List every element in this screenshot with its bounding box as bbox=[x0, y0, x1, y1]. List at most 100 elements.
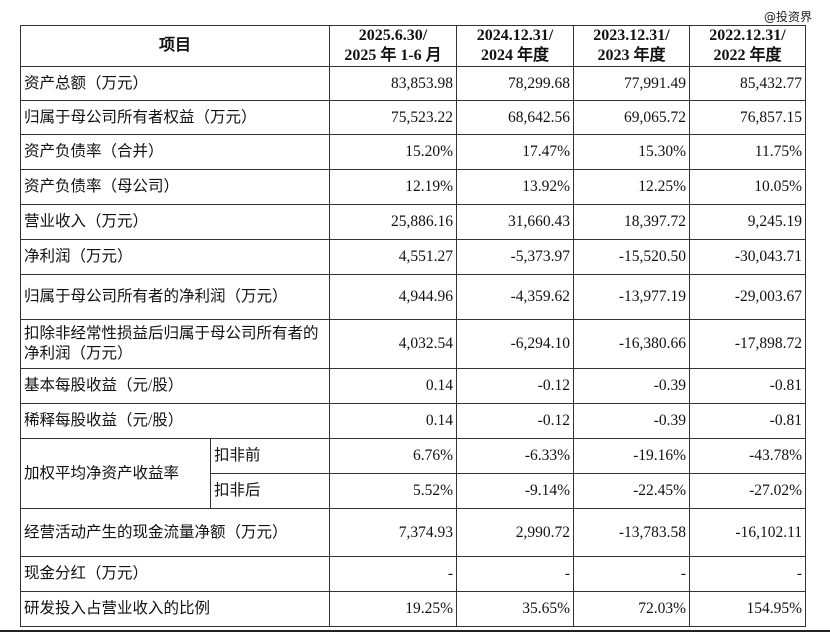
roe-sub-label: 扣非前 bbox=[209, 438, 331, 474]
table-row: 加权平均净资产收益率 扣非前 6.76% -6.33% -19.16% -43.78% bbox=[20, 438, 807, 509]
header-2022: 2022.12.31/2022 年度 bbox=[689, 25, 807, 67]
row-value: 9,245.19 bbox=[689, 204, 807, 240]
row-value: 68,642.56 bbox=[456, 100, 575, 135]
row-value: 77,991.49 bbox=[573, 66, 691, 101]
row-value: 0.14 bbox=[329, 368, 458, 404]
row-value: -29,003.67 bbox=[689, 274, 807, 320]
roe-label: 加权平均净资产收益率 bbox=[20, 438, 211, 509]
row-value: 4,551.27 bbox=[329, 239, 458, 275]
row-value: - bbox=[329, 556, 458, 592]
row-value: -0.39 bbox=[573, 368, 691, 404]
row-value: -6.33% bbox=[456, 438, 575, 474]
row-value: -9.14% bbox=[456, 473, 575, 509]
row-label: 资产负债率（合并） bbox=[19, 134, 331, 170]
row-value: 76,857.15 bbox=[689, 100, 807, 135]
row-value: 25,886.16 bbox=[329, 204, 458, 240]
row-value: -13,783.58 bbox=[573, 508, 691, 557]
row-value: 6.76% bbox=[329, 438, 458, 474]
row-value: -19.16% bbox=[573, 438, 691, 474]
row-value: 75,523.22 bbox=[329, 100, 458, 135]
row-value: 15.20% bbox=[329, 134, 458, 170]
table-row: 扣除非经常性损益后归属于母公司所有者的净利润（万元） 4,032.54 -6,294… bbox=[19, 319, 807, 369]
table-row: 经营活动产生的现金流量净额（万元） 7,374.93 2,990.72 -13,783… bbox=[19, 508, 807, 557]
row-value: - bbox=[689, 556, 807, 592]
row-value: 13.92% bbox=[456, 169, 575, 205]
table-row: 资产总额（万元） 83,853.98 78,299.68 77,991.49 85,43… bbox=[19, 66, 807, 101]
row-label: 资产负债率（母公司） bbox=[19, 169, 331, 205]
table-row: 扣非后 5.52% -9.14% -22.45% -27.02% bbox=[21, 473, 807, 509]
row-label: 现金分红（万元） bbox=[19, 556, 331, 592]
row-value: -0.81 bbox=[689, 403, 807, 439]
row-value: -16,102.11 bbox=[689, 508, 807, 557]
row-label: 研发投入占营业收入的比例 bbox=[19, 591, 331, 627]
row-value: 5.52% bbox=[329, 473, 458, 509]
row-value: -30,043.71 bbox=[689, 239, 807, 275]
row-value: -0.12 bbox=[456, 368, 575, 404]
row-label: 经营活动产生的现金流量净额（万元） bbox=[19, 508, 331, 557]
row-value: -0.39 bbox=[573, 403, 691, 439]
row-value: -17,898.72 bbox=[689, 319, 807, 369]
row-value: 154.95% bbox=[689, 591, 807, 627]
table-row: 归属于母公司所有者的净利润（万元） 4,944.96 -4,359.62 -13,97… bbox=[19, 274, 807, 320]
header-item: 项目 bbox=[19, 25, 331, 67]
row-label: 净利润（万元） bbox=[19, 239, 331, 275]
table-row: 资产负债率（母公司） 12.19% 13.92% 12.25% 10.05% bbox=[19, 169, 807, 205]
row-value: -0.81 bbox=[689, 368, 807, 404]
row-value: 35.65% bbox=[456, 591, 575, 627]
row-value: 7,374.93 bbox=[329, 508, 458, 557]
row-value: 4,944.96 bbox=[329, 274, 458, 320]
row-value: 31,660.43 bbox=[456, 204, 575, 240]
row-value: -16,380.66 bbox=[573, 319, 691, 369]
row-label: 资产总额（万元） bbox=[19, 66, 331, 101]
watermark: @投资界 bbox=[764, 10, 813, 24]
row-value: -5,373.97 bbox=[456, 239, 575, 275]
row-label: 归属于母公司所有者的净利润（万元） bbox=[19, 274, 331, 320]
header-2025: 2025.6.30/2025 年 1-6 月 bbox=[329, 25, 458, 67]
table-row: 归属于母公司所有者权益（万元） 75,523.22 68,642.56 69,065.… bbox=[19, 100, 807, 135]
row-value: 15.30% bbox=[573, 134, 691, 170]
row-value: 11.75% bbox=[689, 134, 807, 170]
row-value: 18,397.72 bbox=[573, 204, 691, 240]
row-label: 扣除非经常性损益后归属于母公司所有者的净利润（万元） bbox=[19, 319, 331, 369]
row-value: 0.14 bbox=[329, 403, 458, 439]
row-value: 12.25% bbox=[573, 169, 691, 205]
row-value: -43.78% bbox=[689, 438, 807, 474]
row-value: 17.47% bbox=[456, 134, 575, 170]
row-label: 归属于母公司所有者权益（万元） bbox=[19, 100, 331, 135]
roe-sub-label: 扣非后 bbox=[209, 473, 331, 509]
row-value: - bbox=[573, 556, 691, 592]
table-row: 营业收入（万元） 25,886.16 31,660.43 18,397.72 9,245… bbox=[19, 204, 807, 240]
header-row: 项目 2025.6.30/2025 年 1-6 月 2024.12.31/202… bbox=[19, 25, 807, 67]
row-label: 营业收入（万元） bbox=[19, 204, 331, 240]
row-value: 10.05% bbox=[689, 169, 807, 205]
row-label: 稀释每股收益（元/股） bbox=[19, 403, 331, 439]
row-value: 72.03% bbox=[573, 591, 691, 627]
row-value: 4,032.54 bbox=[329, 319, 458, 369]
header-2024: 2024.12.31/2024 年度 bbox=[456, 25, 575, 67]
row-value: -22.45% bbox=[573, 473, 691, 509]
row-label: 基本每股收益（元/股） bbox=[19, 368, 331, 404]
row-value: 2,990.72 bbox=[456, 508, 575, 557]
table-row: 现金分红（万元） - - - - bbox=[19, 556, 807, 592]
row-value: 69,065.72 bbox=[573, 100, 691, 135]
row-value: -0.12 bbox=[456, 403, 575, 439]
row-value: 83,853.98 bbox=[329, 66, 458, 101]
row-value: -15,520.50 bbox=[573, 239, 691, 275]
table-row: 净利润（万元） 4,551.27 -5,373.97 -15,520.50 -30,04… bbox=[19, 239, 807, 275]
row-value: -4,359.62 bbox=[456, 274, 575, 320]
row-value: - bbox=[456, 556, 575, 592]
financial-summary-table: 项目 2025.6.30/2025 年 1-6 月 2024.12.31/202… bbox=[19, 25, 807, 627]
row-value: -13,977.19 bbox=[573, 274, 691, 320]
row-value: 85,432.77 bbox=[689, 66, 807, 101]
table-row: 研发投入占营业收入的比例 19.25% 35.65% 72.03% 154.95% bbox=[19, 591, 807, 627]
row-value: 78,299.68 bbox=[456, 66, 575, 101]
table-row: 稀释每股收益（元/股） 0.14 -0.12 -0.39 -0.81 bbox=[19, 403, 807, 439]
row-value: 12.19% bbox=[329, 169, 458, 205]
table-row: 基本每股收益（元/股） 0.14 -0.12 -0.39 -0.81 bbox=[19, 368, 807, 404]
row-value: -27.02% bbox=[689, 473, 807, 509]
header-2023: 2023.12.31/2023 年度 bbox=[573, 25, 691, 67]
row-value: 19.25% bbox=[329, 591, 458, 627]
page-divider bbox=[0, 630, 830, 632]
table-row: 资产负债率（合并） 15.20% 17.47% 15.30% 11.75% bbox=[19, 134, 807, 170]
row-value: -6,294.10 bbox=[456, 319, 575, 369]
